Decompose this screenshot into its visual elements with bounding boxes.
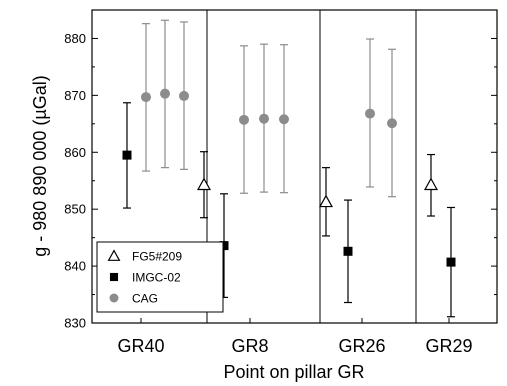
x-tick-label: GR40 — [117, 336, 164, 356]
legend-label: FG5#209 — [132, 250, 182, 264]
x-axis-title: Point on pillar GR — [223, 362, 364, 382]
data-point — [239, 45, 249, 194]
marker-circle — [365, 108, 375, 119]
marker-square — [122, 150, 132, 160]
marker-square — [109, 272, 119, 282]
y-tick-label: 860 — [64, 145, 86, 160]
data-point — [160, 19, 170, 169]
marker-square — [446, 257, 456, 267]
legend-items: FG5#209 IMGC-02 CAG — [107, 249, 182, 306]
legend: FG5#209 IMGC-02 CAG — [96, 241, 224, 313]
x-tick-label: GR8 — [231, 336, 268, 356]
data-point — [122, 102, 132, 209]
legend-label: IMGC-02 — [132, 271, 181, 285]
data-point — [365, 38, 375, 188]
marker-circle — [387, 118, 397, 129]
legend-entry: CAG — [109, 292, 158, 306]
y-tick-label: 870 — [64, 88, 86, 103]
x-axis: GR40 GR8 GR26 GR29 — [117, 318, 473, 356]
y-axis-title: g - 980 890 000 (µGal) — [30, 75, 50, 256]
data-point — [279, 44, 289, 194]
y-tick-label: 840 — [64, 259, 86, 274]
marker-square — [343, 246, 353, 256]
y-axis: 830 840 850 860 870 880 — [64, 31, 497, 331]
marker-circle — [141, 92, 151, 103]
marker-circle — [239, 114, 249, 125]
y-tick-label: 830 — [64, 316, 86, 331]
legend-entry: FG5#209 — [107, 249, 182, 264]
marker-triangle — [423, 177, 439, 191]
marker-triangle — [196, 177, 212, 191]
data-point — [446, 206, 456, 318]
y-tick-label: 850 — [64, 202, 86, 217]
marker-circle — [279, 114, 289, 125]
data-point — [196, 151, 212, 219]
data-point — [259, 43, 269, 193]
marker-circle — [160, 88, 170, 99]
marker-circle — [179, 90, 189, 101]
data-point — [423, 153, 439, 217]
marker-circle — [259, 113, 269, 124]
data-point — [179, 21, 189, 170]
data-point — [387, 48, 397, 198]
data-point — [343, 199, 353, 304]
legend-label: CAG — [132, 292, 158, 306]
data-point — [141, 23, 151, 172]
y-tick-label: 880 — [64, 31, 86, 46]
x-tick-label: GR29 — [425, 336, 472, 356]
data-point — [318, 167, 334, 237]
marker-triangle — [107, 249, 121, 261]
marker-circle — [109, 293, 119, 303]
data-marks — [122, 19, 456, 318]
marker-square — [219, 241, 229, 251]
legend-entry: IMGC-02 — [109, 271, 181, 285]
x-tick-label: GR26 — [338, 336, 385, 356]
marker-triangle — [318, 194, 334, 208]
